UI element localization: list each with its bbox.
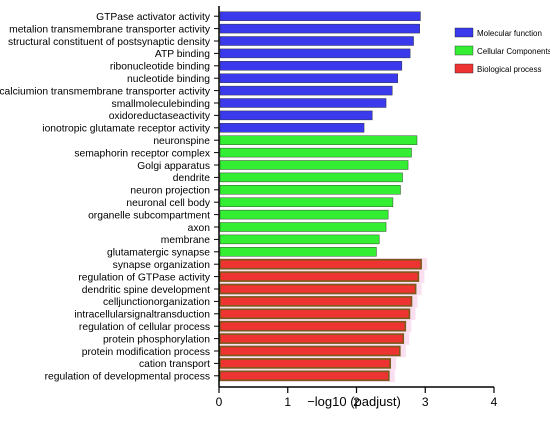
category-label: intracellularsignaltransduction (74, 310, 210, 321)
category-label: GTPase activator activity (96, 12, 211, 23)
category-label: structural constituent of postsynaptic d… (8, 37, 211, 48)
bar (219, 234, 380, 245)
bar (219, 308, 411, 320)
legend-label: Biological process (477, 65, 541, 74)
bar (219, 296, 413, 307)
category-label: axon (188, 223, 211, 234)
category-label: neuronspine (153, 136, 210, 147)
category-label: organelle subcompartment (88, 210, 210, 221)
category-label: ionotropic glutamate receptor activity (42, 124, 211, 135)
bar (219, 345, 401, 357)
bar (219, 123, 365, 133)
legend: Molecular function Cellular Components Bio… (454, 27, 550, 74)
axes: 0 1 2 3 4 (214, 6, 498, 409)
bar (219, 61, 403, 71)
x-tick-label: 0 (216, 395, 223, 409)
category-label: neuronal cell body (126, 198, 210, 209)
bar (219, 333, 405, 344)
bar (219, 172, 403, 183)
bar (219, 98, 387, 108)
category-label: protein modification process (82, 347, 210, 358)
x-tick-label: 3 (422, 395, 429, 409)
category-label: cation transport (139, 359, 210, 370)
category-label: smallmoleculebinding (112, 99, 211, 110)
bar (219, 358, 391, 369)
category-label: ribonucleotide binding (110, 62, 210, 73)
bar (219, 320, 407, 332)
bar (219, 73, 398, 83)
category-label: semaphorin receptor complex (74, 148, 210, 159)
bar (219, 36, 414, 46)
category-label: ATP binding (155, 49, 210, 60)
x-tick-label: 2 (353, 395, 360, 409)
legend-label: Cellular Components (477, 47, 550, 56)
bar (219, 258, 422, 270)
category-label: regulation of GTPase activity (78, 272, 210, 283)
bar (219, 110, 373, 121)
legend-label: Molecular function (477, 29, 542, 38)
bar (219, 271, 420, 282)
category-label: glutamatergic synapse (107, 248, 210, 259)
category-label: regulation of developmental process (45, 372, 210, 383)
category-label: calciumion transmembrane transporter act… (0, 86, 211, 97)
bar (219, 197, 394, 207)
bar (219, 209, 389, 220)
bar (219, 160, 409, 170)
bar (219, 147, 412, 158)
legend-swatch (454, 63, 474, 74)
bar (219, 370, 390, 382)
bar (219, 48, 411, 59)
category-label: oxidoreductaseactivity (109, 111, 211, 122)
legend-swatch (454, 27, 474, 38)
bar (219, 23, 420, 34)
category-label: celljunctionorganization (103, 297, 210, 308)
category-label: dendrite (173, 173, 210, 184)
category-label: membrane (161, 235, 210, 246)
legend-swatch (454, 45, 474, 56)
category-label: nucleotide binding (127, 74, 210, 85)
category-label: synapse organization (113, 260, 211, 271)
bar (219, 135, 418, 145)
bar (219, 283, 417, 295)
bar (219, 222, 387, 232)
x-axis-label: −log10 (padjust) (307, 394, 401, 409)
bar (219, 247, 377, 257)
bar (219, 11, 421, 21)
bar (219, 85, 393, 96)
category-label: neuron projection (130, 186, 210, 197)
category-label: regulation of cellular process (79, 322, 210, 333)
category-label: dendritic spine development (82, 285, 210, 296)
category-label: protein phosphorylation (103, 334, 210, 345)
category-label: metalion transmembrane transporter activ… (9, 24, 211, 35)
bars-layer (219, 11, 428, 382)
x-tick-label: 4 (491, 395, 498, 409)
category-label: Golgi apparatus (137, 161, 210, 172)
bar (219, 185, 401, 195)
x-tick-label: 1 (284, 395, 291, 409)
